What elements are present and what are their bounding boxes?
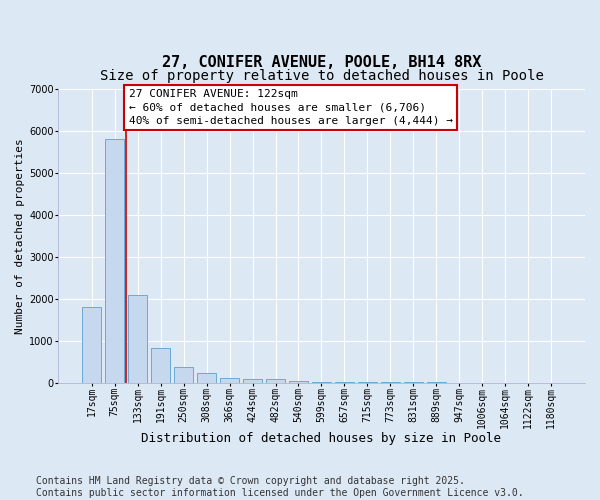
Bar xyxy=(105,138,124,382)
X-axis label: Distribution of detached houses by size in Poole: Distribution of detached houses by size … xyxy=(142,432,502,445)
Bar xyxy=(266,379,285,382)
Bar xyxy=(243,380,262,382)
Title: 27, CONIFER AVENUE, POOLE, BH14 8RX: 27, CONIFER AVENUE, POOLE, BH14 8RX xyxy=(162,55,481,70)
Bar xyxy=(174,367,193,382)
Text: 27 CONIFER AVENUE: 122sqm
← 60% of detached houses are smaller (6,706)
40% of se: 27 CONIFER AVENUE: 122sqm ← 60% of detac… xyxy=(129,89,453,126)
Bar xyxy=(151,348,170,382)
Bar xyxy=(197,373,217,382)
Y-axis label: Number of detached properties: Number of detached properties xyxy=(15,138,25,334)
Bar xyxy=(128,295,148,382)
Text: Size of property relative to detached houses in Poole: Size of property relative to detached ho… xyxy=(100,70,544,84)
Bar xyxy=(220,378,239,382)
Text: Contains HM Land Registry data © Crown copyright and database right 2025.
Contai: Contains HM Land Registry data © Crown c… xyxy=(36,476,524,498)
Bar xyxy=(82,307,101,382)
